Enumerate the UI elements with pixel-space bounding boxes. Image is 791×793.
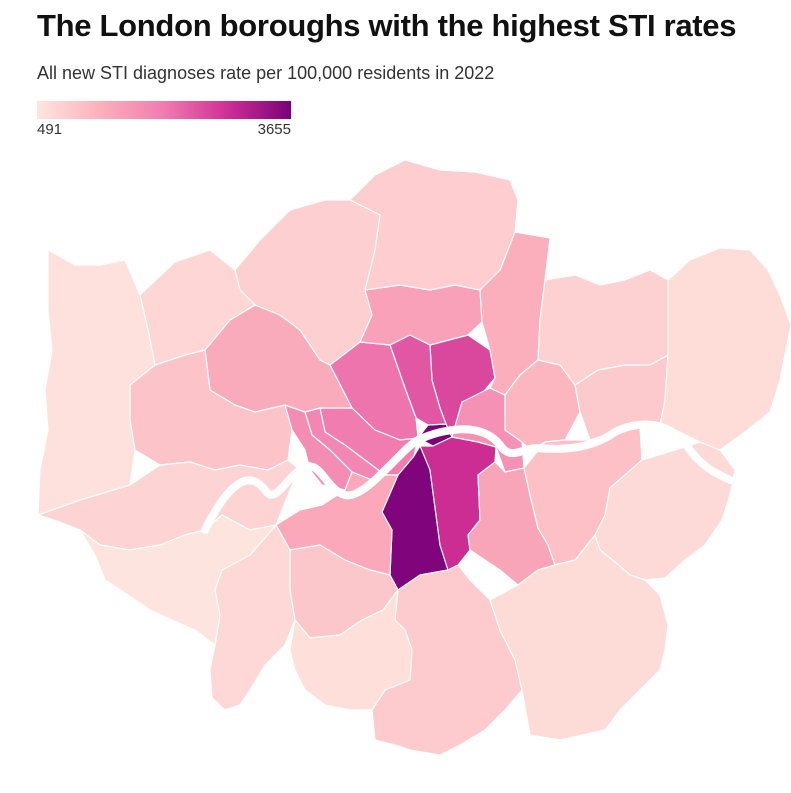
legend-min-label: 491 bbox=[37, 121, 63, 138]
river-thames bbox=[201, 420, 734, 534]
borough-haringey bbox=[359, 284, 483, 346]
borough-redbridge bbox=[537, 269, 669, 386]
chart-title: The London boroughs with the highest STI… bbox=[37, 8, 737, 43]
color-legend: 491 3655 bbox=[37, 101, 291, 141]
legend-gradient-bar bbox=[37, 101, 291, 119]
borough-richmond-upon-thames bbox=[79, 514, 277, 646]
legend-max-label: 3655 bbox=[257, 121, 291, 138]
borough-havering bbox=[659, 247, 791, 451]
borough-newham bbox=[504, 359, 581, 451]
borough-barnet bbox=[234, 199, 381, 366]
borough-sutton bbox=[289, 589, 413, 711]
borough-bromley bbox=[489, 534, 669, 741]
borough-hillingdon bbox=[37, 249, 156, 516]
chart-subtitle: All new STI diagnoses rate per 100,000 r… bbox=[37, 63, 495, 83]
london-borough-map bbox=[37, 159, 791, 756]
